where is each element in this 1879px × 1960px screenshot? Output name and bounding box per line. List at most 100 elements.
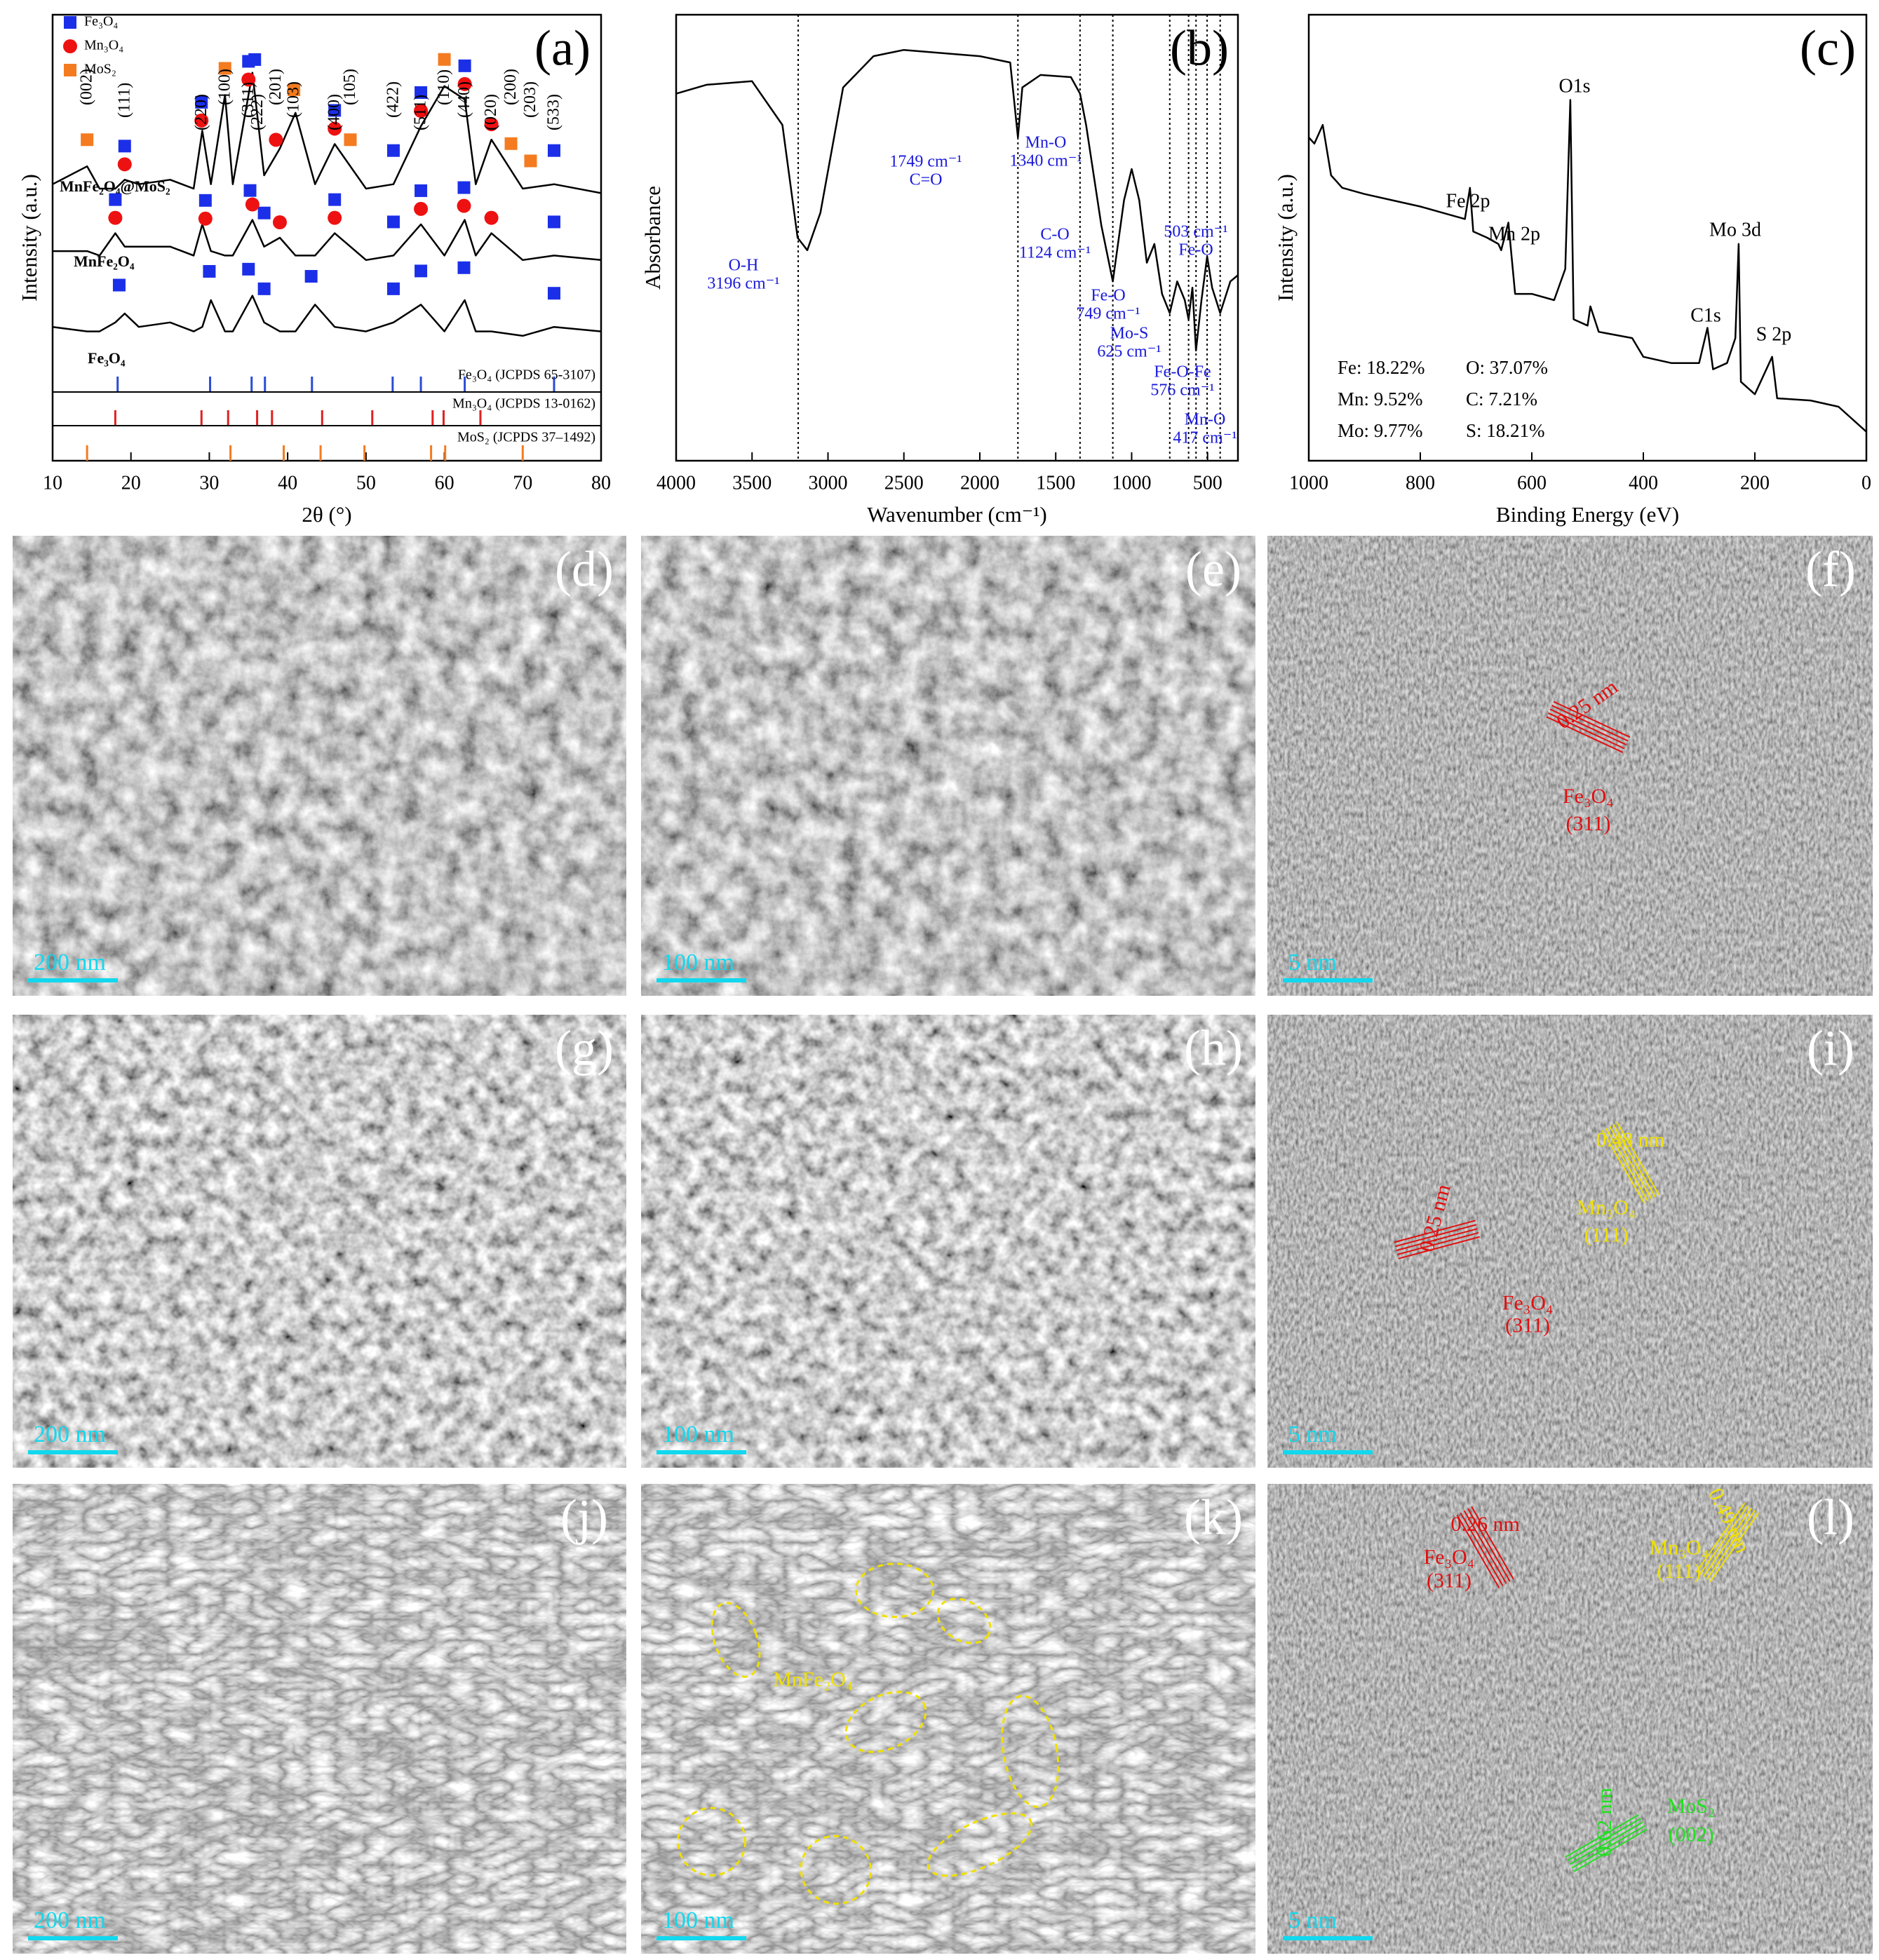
lattice-fringe: [1394, 1224, 1477, 1248]
phase-marker: [109, 193, 122, 206]
series-line: [1308, 99, 1867, 433]
phase-marker: [504, 137, 518, 150]
series-line: [675, 48, 1239, 352]
lattice-fringe: [1546, 716, 1624, 753]
highlight-ellipse: [710, 1602, 761, 1678]
lattice-note: (311): [1505, 1314, 1550, 1337]
phase-marker: [243, 184, 257, 197]
micrograph: [1267, 1484, 1873, 1954]
phase-marker: [414, 201, 429, 216]
lattice-note: Mn₃O₄: [1650, 1536, 1709, 1560]
composition: Mo: 9.77%: [1338, 420, 1423, 441]
composition: Fe: 18.22%: [1338, 357, 1425, 378]
peak-label: (400): [325, 94, 344, 130]
phase-marker: [118, 140, 131, 153]
lattice-note: Fe₃O₄: [1502, 1291, 1554, 1314]
highlight-ellipse: [1001, 1694, 1060, 1809]
highlight-ellipse: [936, 1597, 992, 1644]
panel-label: (f): [1805, 541, 1856, 597]
annotation: Mo 3d: [1709, 219, 1761, 241]
phase-marker: [112, 278, 126, 292]
scale-bar-label: 200 nm: [34, 949, 106, 975]
lattice-note: 0.26 nm: [1451, 1513, 1520, 1536]
phase-marker: [386, 215, 400, 229]
phase-marker: [484, 117, 499, 132]
x-tick-label: 40: [278, 472, 297, 494]
composition: C: 7.21%: [1466, 388, 1537, 410]
peak-label: (511): [412, 95, 430, 130]
lattice-fringe: [1460, 1512, 1504, 1586]
lattice-fringe: [1551, 705, 1629, 742]
lattice-fringe: [1467, 1508, 1511, 1582]
annotation: C-O: [1040, 226, 1069, 244]
peak-label: (020): [482, 94, 500, 130]
phase-marker: [288, 83, 301, 97]
micrograph: [13, 1015, 626, 1468]
series-label: MnFe₂O₄@MoS₂: [60, 177, 170, 195]
lattice-fringe: [1567, 1818, 1641, 1862]
composition: S: 18.21%: [1466, 420, 1545, 441]
panel-label: (l): [1807, 1489, 1854, 1546]
phase-marker: [257, 206, 271, 219]
lattice-note: MoS₂: [1667, 1795, 1716, 1818]
phase-marker: [328, 193, 342, 206]
panel-label: (a): [534, 20, 591, 76]
panel-label: (i): [1807, 1020, 1854, 1076]
phase-marker: [386, 282, 400, 295]
peak-label: (100): [215, 69, 234, 105]
phase-marker: [198, 194, 212, 207]
peak-label: (201): [267, 69, 285, 105]
micrograph: [641, 536, 1255, 996]
lattice-fringe: [1549, 708, 1627, 745]
lattice-fringe: [1553, 701, 1631, 738]
phase-marker: [272, 215, 287, 229]
phase-marker: [117, 157, 132, 172]
lattice-fringe: [1601, 1130, 1645, 1204]
x-tick-label: 0: [1861, 472, 1871, 494]
phase-marker: [457, 181, 471, 194]
scale-bar-label: 5 nm: [1288, 1907, 1337, 1933]
scale-bar-label: 100 nm: [662, 949, 734, 975]
x-tick-label: 1000: [1112, 472, 1151, 494]
highlight-ellipse: [844, 1691, 927, 1753]
peak-label: (200): [501, 69, 520, 105]
composition: O: 37.07%: [1466, 357, 1548, 378]
legend-marker: [64, 16, 76, 29]
highlight-ellipse: [927, 1812, 1033, 1877]
phase-marker: [194, 113, 209, 128]
legend-label: MoS₂: [84, 62, 116, 77]
scale-bar-label: 100 nm: [662, 1907, 734, 1933]
x-tick-label: 1000: [1289, 472, 1328, 494]
x-tick-label: 20: [121, 472, 141, 494]
phase-marker: [458, 59, 471, 72]
lattice-fringe: [1456, 1514, 1500, 1588]
scale-bar-label: 5 nm: [1288, 1421, 1337, 1447]
lattice-note: (111): [1584, 1223, 1629, 1246]
lattice-fringe: [1605, 1128, 1649, 1202]
lattice-note: Mn₃O₄: [1577, 1196, 1636, 1219]
peak-label: (422): [384, 81, 402, 118]
lattice-fringe: [1398, 1236, 1480, 1259]
panel-label: (g): [555, 1020, 614, 1076]
panel-label: (k): [1184, 1489, 1243, 1546]
peak-label: (440): [455, 81, 473, 118]
lattice-fringe: [1571, 1825, 1645, 1869]
phase-marker: [344, 133, 357, 147]
series-label: MnFe₂O₄: [74, 252, 135, 270]
peak-label: (002): [78, 69, 96, 105]
phase-marker: [328, 104, 342, 117]
lattice-note: 0.48 nm: [1596, 1128, 1665, 1151]
micrograph: [641, 1015, 1255, 1468]
annotation: Fe 2p: [1446, 190, 1490, 212]
annotation: 417 cm⁻¹: [1173, 429, 1237, 447]
x-tick-label: 800: [1406, 472, 1435, 494]
peak-label: (103): [285, 81, 303, 118]
plot-frame: [675, 13, 1239, 462]
annotation: C=O: [910, 171, 943, 189]
lattice-fringe: [1608, 1126, 1652, 1200]
phase-marker: [248, 53, 262, 66]
y-axis-label: Intensity (a.u.): [1273, 174, 1298, 302]
panel-label: (c): [1800, 20, 1856, 76]
annotation: Mo-S: [1110, 325, 1149, 343]
lattice-fringe: [1394, 1219, 1476, 1243]
